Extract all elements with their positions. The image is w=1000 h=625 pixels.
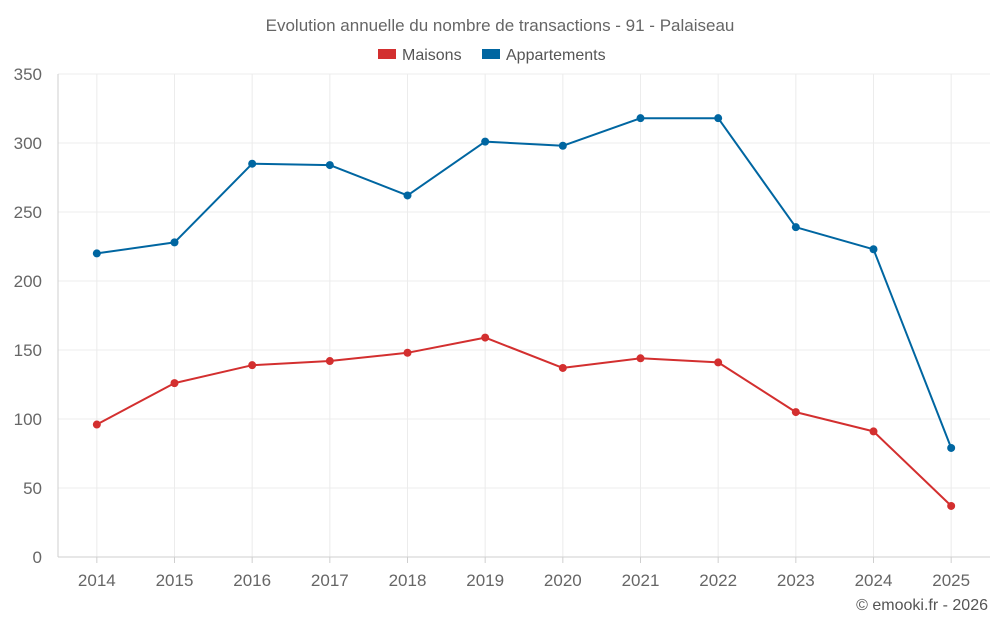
data-point-maisons[interactable] — [248, 361, 257, 370]
data-point-maisons[interactable] — [869, 427, 878, 436]
data-point-appartements[interactable] — [248, 159, 257, 168]
series-line-maisons[interactable] — [96, 336, 952, 507]
data-point-appartements[interactable] — [714, 114, 723, 123]
y-tick-label: 200 — [14, 272, 42, 291]
chart-title: Evolution annuelle du nombre de transact… — [266, 16, 735, 35]
data-point-appartements[interactable] — [558, 141, 567, 150]
data-point-maisons[interactable] — [636, 354, 645, 363]
legend-label-appartements[interactable]: Appartements — [506, 47, 606, 64]
data-point-maisons[interactable] — [403, 348, 412, 357]
y-tick-label: 150 — [14, 341, 42, 360]
x-tick-label: 2021 — [622, 571, 660, 590]
data-point-appartements[interactable] — [947, 443, 956, 452]
legend-swatch-maisons — [378, 49, 396, 59]
data-point-maisons[interactable] — [481, 333, 490, 342]
data-point-appartements[interactable] — [403, 191, 412, 200]
legend-label-maisons[interactable]: Maisons — [402, 47, 462, 64]
data-point-appartements[interactable] — [869, 245, 878, 254]
series-line-appartements[interactable] — [96, 117, 953, 449]
x-tick-label: 2024 — [855, 571, 893, 590]
x-tick-label: 2016 — [233, 571, 271, 590]
y-tick-label: 50 — [23, 479, 42, 498]
x-tick-label: 2015 — [156, 571, 194, 590]
data-point-appartements[interactable] — [481, 137, 490, 146]
data-point-maisons[interactable] — [714, 358, 723, 367]
series — [92, 114, 956, 510]
data-point-maisons[interactable] — [947, 501, 956, 510]
data-point-maisons[interactable] — [170, 379, 179, 388]
credit-text: © emooki.fr - 2026 — [856, 597, 988, 614]
x-tick-label: 2025 — [932, 571, 970, 590]
legend-swatch-appartements — [482, 49, 500, 59]
data-point-maisons[interactable] — [558, 363, 567, 372]
data-point-maisons[interactable] — [325, 357, 334, 366]
axes: 0 50 100 150 200 250 300 350 2014 2015 2016 2017 201… — [14, 65, 990, 590]
x-tick-label: 2020 — [544, 571, 582, 590]
data-point-maisons[interactable] — [92, 420, 101, 429]
grid — [58, 73, 990, 557]
data-point-appartements[interactable] — [325, 161, 334, 170]
data-point-appartements[interactable] — [791, 223, 800, 232]
y-tick-label: 300 — [14, 134, 42, 153]
x-tick-label: 2023 — [777, 571, 815, 590]
x-tick-label: 2018 — [389, 571, 427, 590]
data-point-maisons[interactable] — [791, 408, 800, 417]
y-tick-label: 0 — [33, 548, 42, 567]
y-tick-label: 100 — [14, 410, 42, 429]
y-tick-label: 250 — [14, 203, 42, 222]
x-tick-label: 2019 — [466, 571, 504, 590]
y-tick-label: 350 — [14, 65, 42, 84]
x-tick-label: 2017 — [311, 571, 349, 590]
data-point-appartements[interactable] — [636, 114, 645, 123]
x-tick-label: 2014 — [78, 571, 116, 590]
x-tick-label: 2022 — [699, 571, 737, 590]
data-point-appartements[interactable] — [92, 249, 101, 258]
legend: Maisons Appartements — [378, 47, 606, 64]
data-point-appartements[interactable] — [170, 238, 179, 247]
